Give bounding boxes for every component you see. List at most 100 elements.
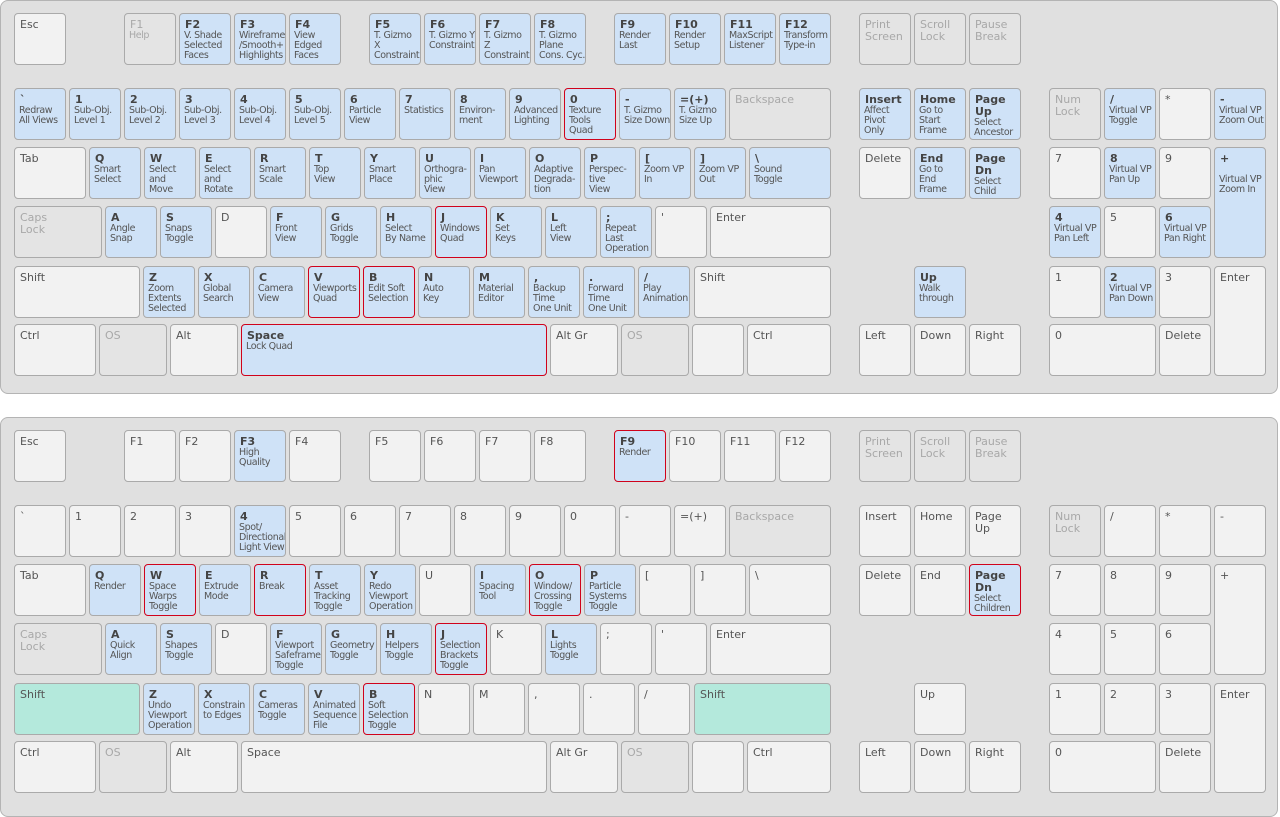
key-x91[interactable]: [Zoom VP In xyxy=(639,147,691,199)
key-os[interactable]: OS xyxy=(621,741,689,793)
key-f12[interactable]: F12 Transform Type-in xyxy=(779,13,831,65)
key-7[interactable]: 7 xyxy=(1049,564,1101,616)
key-4[interactable]: 4 Virtual VP Pan Left xyxy=(1049,206,1101,258)
key-h[interactable]: H Select By Name xyxy=(380,206,432,258)
key-5[interactable]: 5 xyxy=(1104,206,1156,258)
key-y[interactable]: Y Redo Viewport Operation xyxy=(364,564,416,616)
key-f3[interactable]: F3 Wireframe /Smooth+ Highlights xyxy=(234,13,286,65)
key-f9[interactable]: F9 Render Last xyxy=(614,13,666,65)
key-m[interactable]: M xyxy=(473,683,525,735)
key-x59[interactable]: ; xyxy=(600,623,652,675)
key-g[interactable]: G Grids Toggle xyxy=(325,206,377,258)
key-f3[interactable]: F3 High Quality xyxy=(234,430,286,482)
key-2[interactable]: 2 xyxy=(1104,683,1156,735)
key-o[interactable]: O Window/ Crossing Toggle xyxy=(529,564,581,616)
key-5[interactable]: 5 xyxy=(1104,623,1156,675)
key-page-dn[interactable]: Page Dn Select Child xyxy=(969,147,1021,199)
key-num-lock[interactable]: Num Lock xyxy=(1049,88,1101,140)
key-6[interactable]: 6 xyxy=(344,505,396,557)
key-u[interactable]: U Orthogra- phic View xyxy=(419,147,471,199)
key-5[interactable]: 5 xyxy=(289,505,341,557)
key-x42[interactable]: * xyxy=(1159,88,1211,140)
key-k[interactable]: K xyxy=(490,623,542,675)
key-e[interactable]: E Select and Rotate xyxy=(199,147,251,199)
key-x44[interactable]: , Backup Time One Unit xyxy=(528,266,580,318)
key-f10[interactable]: F10 xyxy=(669,430,721,482)
key-x59[interactable]: ; Repeat Last Operation xyxy=(600,206,652,258)
key-caps-lock[interactable]: Caps Lock xyxy=(14,206,102,258)
key-9[interactable]: 9 xyxy=(1159,564,1211,616)
key-page-up[interactable]: Page Up Select Ancestor xyxy=(969,88,1021,140)
key-l[interactable]: L Lights Toggle xyxy=(545,623,597,675)
key-r[interactable]: R Smart Scale xyxy=(254,147,306,199)
key-scroll-lock[interactable]: Scroll Lock xyxy=(914,430,966,482)
key-3[interactable]: 3 Sub-Obj. Level 3 xyxy=(179,88,231,140)
key-r[interactable]: R Break xyxy=(254,564,306,616)
key-shift[interactable]: Shift xyxy=(694,266,831,318)
key-left[interactable]: Left xyxy=(859,324,911,376)
key-5[interactable]: 5 Sub-Obj. Level 5 xyxy=(289,88,341,140)
key-f4[interactable]: F4 View Edged Faces xyxy=(289,13,341,65)
key-7[interactable]: 7 xyxy=(399,505,451,557)
key-end[interactable]: End xyxy=(914,564,966,616)
key-delete[interactable]: Delete xyxy=(1159,324,1211,376)
key-delete[interactable]: Delete xyxy=(859,564,911,616)
key-s[interactable]: S Shapes Toggle xyxy=(160,623,212,675)
key-w[interactable]: W Select and Move xyxy=(144,147,196,199)
key-t[interactable]: T Asset Tracking Toggle xyxy=(309,564,361,616)
key-x[interactable]: X Constrain to Edges xyxy=(198,683,250,735)
key-8[interactable]: 8 Environ- ment xyxy=(454,88,506,140)
key-x93[interactable]: ] xyxy=(694,564,746,616)
key-6[interactable]: 6 Virtual VP Pan Right xyxy=(1159,206,1211,258)
key-2[interactable]: 2 xyxy=(124,505,176,557)
key-f5[interactable]: F5 xyxy=(369,430,421,482)
key-x[interactable]: X Global Search xyxy=(198,266,250,318)
key-f12[interactable]: F12 xyxy=(779,430,831,482)
key-0[interactable]: 0 Texture Tools Quad xyxy=(564,88,616,140)
key-x96[interactable]: ` xyxy=(14,505,66,557)
key-9[interactable]: 9 xyxy=(509,505,561,557)
key-delete[interactable]: Delete xyxy=(859,147,911,199)
key-ctrl[interactable]: Ctrl xyxy=(747,741,831,793)
key-f8[interactable]: F8 xyxy=(534,430,586,482)
key-backspace[interactable]: Backspace xyxy=(729,505,831,557)
key-x47[interactable]: / xyxy=(638,683,690,735)
key-x61x40x43x41[interactable]: =(+) xyxy=(674,505,726,557)
key-f8[interactable]: F8 T. Gizmo Plane Cons. Cyc. xyxy=(534,13,586,65)
key-f7[interactable]: F7 T. Gizmo Z Constraint xyxy=(479,13,531,65)
key-enter[interactable]: Enter xyxy=(710,623,831,675)
key-f1[interactable]: F1 Help xyxy=(124,13,176,65)
key-z[interactable]: Z Undo Viewport Operation xyxy=(143,683,195,735)
key-w[interactable]: W Space Warps Toggle xyxy=(144,564,196,616)
key-os[interactable]: OS xyxy=(99,324,167,376)
key-e[interactable]: E Extrude Mode xyxy=(199,564,251,616)
key-1[interactable]: 1 Sub-Obj. Level 1 xyxy=(69,88,121,140)
key-backspace[interactable]: Backspace xyxy=(729,88,831,140)
key-x39[interactable]: ' xyxy=(655,623,707,675)
key-x46[interactable]: . xyxy=(583,683,635,735)
key-u[interactable]: U xyxy=(419,564,471,616)
key-2[interactable]: 2 Virtual VP Pan Down xyxy=(1104,266,1156,318)
key-tab[interactable]: Tab xyxy=(14,564,86,616)
key--[interactable]: - Virtual VP Zoom Out xyxy=(1214,88,1266,140)
key-enter[interactable]: Enter xyxy=(710,206,831,258)
key-x47[interactable]: / xyxy=(1104,505,1156,557)
key-0[interactable]: 0 xyxy=(1049,741,1156,793)
key-x47[interactable]: / Play Animation xyxy=(638,266,690,318)
key-q[interactable]: Q Render xyxy=(89,564,141,616)
key-o[interactable]: O Adaptive Degrada- tion xyxy=(529,147,581,199)
key-3[interactable]: 3 xyxy=(179,505,231,557)
key-alt[interactable]: Alt xyxy=(170,324,238,376)
key-pause-break[interactable]: Pause Break xyxy=(969,430,1021,482)
key-x47[interactable]: / Virtual VP Toggle xyxy=(1104,88,1156,140)
key-shift[interactable]: Shift xyxy=(14,266,140,318)
key--[interactable]: - xyxy=(1214,505,1266,557)
key-j[interactable]: J Selection Brackets Toggle xyxy=(435,623,487,675)
key-x93[interactable]: ] Zoom VP Out xyxy=(694,147,746,199)
key-y[interactable]: Y Smart Place xyxy=(364,147,416,199)
key-g[interactable]: G Geometry Toggle xyxy=(325,623,377,675)
key-p[interactable]: P Perspec- tive View xyxy=(584,147,636,199)
key-3[interactable]: 3 xyxy=(1159,266,1211,318)
key-4[interactable]: 4 Sub-Obj. Level 4 xyxy=(234,88,286,140)
key-caps-lock[interactable]: Caps Lock xyxy=(14,623,102,675)
